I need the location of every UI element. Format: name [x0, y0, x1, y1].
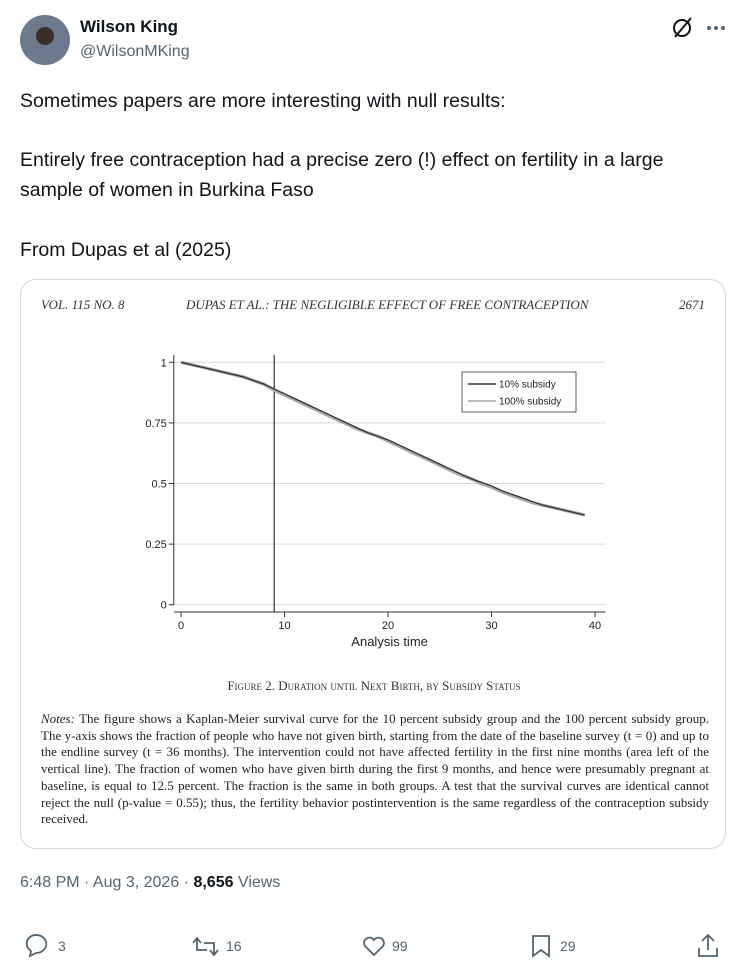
y-tick-label: 0.25 [145, 539, 166, 551]
legend-label: 100% subsidy [499, 397, 561, 408]
grok-icon[interactable] [673, 17, 692, 38]
more-icon[interactable] [707, 26, 725, 30]
views-label: Views [237, 874, 281, 891]
x-tick-label: 20 [382, 620, 394, 632]
author-name[interactable]: Wilson King [80, 17, 179, 36]
reply-icon[interactable] [25, 934, 48, 958]
x-tick-label: 0 [178, 620, 184, 632]
author-handle[interactable]: @WilsonMKing [80, 43, 190, 60]
like-count: 99 [392, 938, 408, 954]
legend-label: 10% subsidy [499, 380, 556, 391]
legend-box [461, 371, 577, 413]
y-tick-label: 0 [161, 600, 167, 612]
y-tick-label: 0.5 [152, 479, 167, 491]
repost-count: 16 [226, 938, 242, 954]
journal-volume: VOL. 115 NO. 8 [41, 297, 125, 312]
x-tick-label: 30 [485, 620, 497, 632]
x-axis-label: Analysis time [351, 634, 428, 649]
action-icons [25, 933, 718, 958]
y-tick-label: 1 [161, 357, 167, 369]
tweet-text: Sometimes papers are more interesting wi… [20, 90, 506, 112]
tweet-text: Entirely free contraception had a precis… [20, 149, 664, 201]
figure-notes: Notes: The figure shows a Kaplan-Meier s… [41, 711, 709, 828]
figure-caption: Figure 2. Duration until Next Birth, by … [227, 678, 521, 693]
notes-label: Notes: [41, 711, 75, 726]
series-line [180, 361, 585, 516]
x-tick-label: 40 [589, 620, 601, 632]
reply-count: 3 [58, 938, 66, 954]
tweet-text: From Dupas et al (2025) [20, 239, 232, 261]
repost-icon[interactable] [192, 936, 219, 957]
media-card[interactable] [20, 279, 726, 849]
y-tick-label: 0.75 [145, 418, 166, 430]
page-number: 2671 [679, 297, 705, 312]
notes-text: The figure shows a Kaplan-Meier survival… [41, 711, 710, 827]
bookmark-icon[interactable] [532, 935, 550, 958]
share-icon[interactable] [698, 933, 718, 957]
avatar-face [36, 27, 54, 45]
journal-running-head: DUPAS ET AL.: THE NEGLIGIBLE EFFECT OF F… [186, 297, 589, 312]
bookmark-count: 29 [560, 938, 576, 954]
x-tick-label: 10 [278, 620, 290, 632]
tweet-meta: 6:48 PM · Aug 3, 2026 · 8,656 Views [20, 874, 280, 892]
like-icon[interactable] [363, 936, 385, 957]
view-count: 8,656 [193, 874, 234, 891]
timestamp[interactable]: 6:48 PM · Aug 3, 2026 · [20, 874, 189, 891]
